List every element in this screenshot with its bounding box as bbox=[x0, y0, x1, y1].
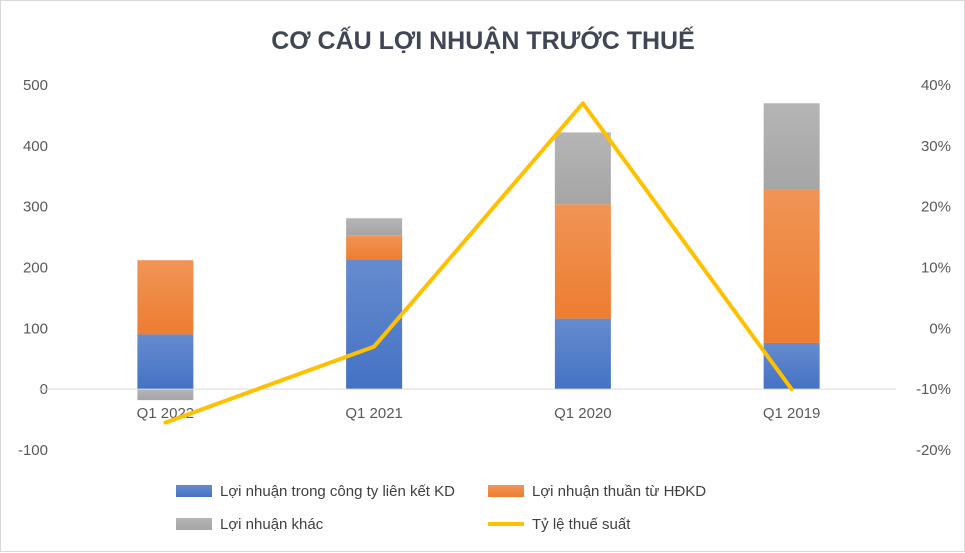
bar-segment bbox=[763, 103, 820, 190]
bar-segment bbox=[137, 260, 194, 335]
category-label: Q1 2020 bbox=[554, 405, 612, 422]
bar-segment bbox=[554, 132, 611, 205]
legend-label: Lợi nhuận trong công ty liên kết KD bbox=[220, 483, 455, 500]
legend-label: Tỷ lệ thuế suất bbox=[532, 516, 631, 533]
bar-segment bbox=[554, 204, 611, 319]
legend-swatch bbox=[176, 485, 212, 497]
y-tick-label: -100 bbox=[18, 442, 48, 459]
plot-area: -1000100200300400500-20%-10%0%10%20%30%4… bbox=[18, 77, 951, 459]
legend-label: Lợi nhuận khác bbox=[220, 516, 324, 533]
legend: Lợi nhuận trong công ty liên kết KD Lợi n… bbox=[176, 483, 706, 533]
y2-tick-label: 30% bbox=[921, 138, 951, 155]
category-label: Q1 2019 bbox=[763, 405, 821, 422]
bar-segment bbox=[137, 389, 194, 401]
chart-title: CƠ CẤU LỢI NHUẬN TRƯỚC THUẾ bbox=[271, 25, 695, 55]
y-tick-label: 200 bbox=[23, 260, 48, 277]
bar-segment bbox=[554, 318, 611, 390]
bar-segment bbox=[763, 342, 820, 390]
y2-tick-label: -20% bbox=[916, 442, 951, 459]
y-tick-label: 500 bbox=[23, 77, 48, 94]
y-tick-label: 300 bbox=[23, 199, 48, 216]
y2-tick-label: 10% bbox=[921, 260, 951, 277]
legend-label: Lợi nhuận thuần từ HĐKD bbox=[532, 483, 706, 500]
legend-swatch bbox=[176, 518, 212, 530]
bar-segment bbox=[137, 334, 194, 390]
bar-segment bbox=[763, 189, 820, 343]
bar-segment bbox=[346, 235, 403, 260]
y2-tick-label: 40% bbox=[921, 77, 951, 94]
bar-segment bbox=[346, 218, 403, 236]
tax-rate-line bbox=[163, 101, 794, 425]
y2-tick-label: 0% bbox=[929, 320, 951, 337]
legend-swatch bbox=[488, 485, 524, 497]
y-tick-label: 100 bbox=[23, 320, 48, 337]
category-label: Q1 2021 bbox=[345, 405, 403, 422]
y2-tick-label: 20% bbox=[921, 199, 951, 216]
y-tick-label: 400 bbox=[23, 138, 48, 155]
y2-tick-label: -10% bbox=[916, 381, 951, 398]
